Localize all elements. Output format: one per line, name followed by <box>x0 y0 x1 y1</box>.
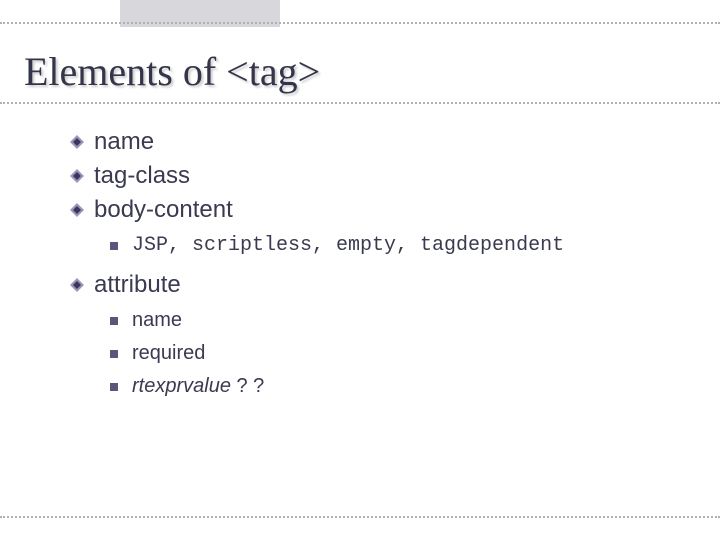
list-subitem: required <box>110 342 680 365</box>
list-subitem-label: JSP, scriptless, empty, tagdependent <box>132 234 564 257</box>
suffix-text: ? ? <box>231 375 264 397</box>
diamond-bullet-icon <box>70 278 84 292</box>
list-item-label: name <box>94 128 154 156</box>
italic-text: rtexprvalue <box>132 375 231 397</box>
diamond-bullet-icon <box>70 203 84 217</box>
list-subitem-label: required <box>132 342 205 365</box>
top-divider <box>0 22 720 24</box>
title-underline <box>0 102 720 104</box>
slide: Elements of <tag> name tag-class <box>0 0 720 540</box>
footer-divider <box>0 516 720 518</box>
list-subitem: JSP, scriptless, empty, tagdependent <box>110 234 680 257</box>
square-bullet-icon <box>110 242 118 250</box>
slide-title: Elements of <tag> <box>24 48 320 95</box>
list-subitem: name <box>110 309 680 332</box>
square-bullet-icon <box>110 383 118 391</box>
list-subitem-label: name <box>132 309 182 332</box>
square-bullet-icon <box>110 317 118 325</box>
list-subitem: rtexprvalue ? ? <box>110 375 680 398</box>
diamond-bullet-icon <box>70 135 84 149</box>
list-item: name <box>70 128 680 156</box>
square-bullet-icon <box>110 350 118 358</box>
list-item: attribute <box>70 271 680 299</box>
list-item: tag-class <box>70 162 680 190</box>
list-item-label: tag-class <box>94 162 190 190</box>
slide-content: name tag-class body-content JSP, s <box>70 128 680 404</box>
list-item: body-content <box>70 196 680 224</box>
list-item-label: body-content <box>94 196 233 224</box>
diamond-bullet-icon <box>70 169 84 183</box>
list-item-label: attribute <box>94 271 181 299</box>
list-subitem-label: rtexprvalue ? ? <box>132 375 264 398</box>
